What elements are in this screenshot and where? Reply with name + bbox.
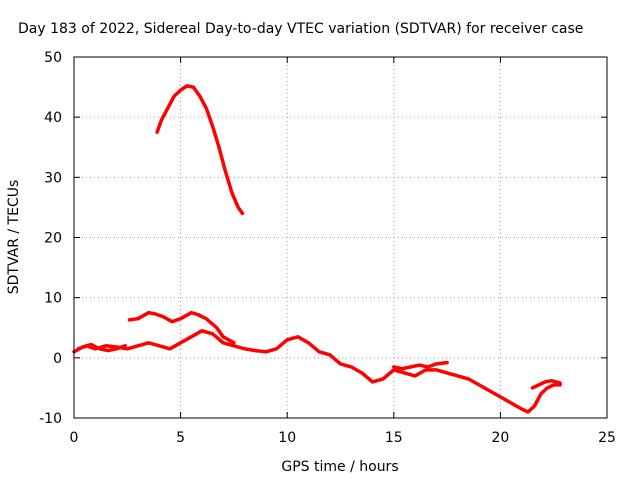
chart-title: Day 183 of 2022, Sidereal Day-to-day VTE… [18,21,583,37]
series-line-arc-mid [127,310,236,345]
x-axis-label: GPS time / hours [281,459,398,475]
series-line-arc-high [155,84,245,216]
series-line-arc-early [72,342,127,354]
y-tick-label: -10 [39,411,62,427]
series-line-arc-low [76,329,562,414]
y-tick-label: 0 [53,351,62,367]
series-line-arc-late-upper [392,360,449,371]
y-axis-label: SDTVAR / TECUs [6,180,22,295]
series-layer [72,84,562,414]
y-tick-label: 40 [44,110,62,126]
x-tick-label: 15 [385,430,403,446]
x-tick-label: 10 [278,430,296,446]
x-tick-label: 25 [598,430,616,446]
y-tick-label: 30 [44,170,62,186]
x-tick-label: 20 [491,430,509,446]
y-tick-label: 10 [44,291,62,307]
grid-lines [74,57,607,418]
y-tick-label: 50 [44,50,62,66]
y-tick-label: 20 [44,231,62,247]
series-line-arc-end [530,378,562,390]
tick-labels: 0 5 10 15 20 25 -10 0 10 20 30 40 50 [39,50,616,446]
x-tick-label: 5 [176,430,185,446]
x-tick-label: 0 [70,430,79,446]
axis-ticks [73,56,608,419]
